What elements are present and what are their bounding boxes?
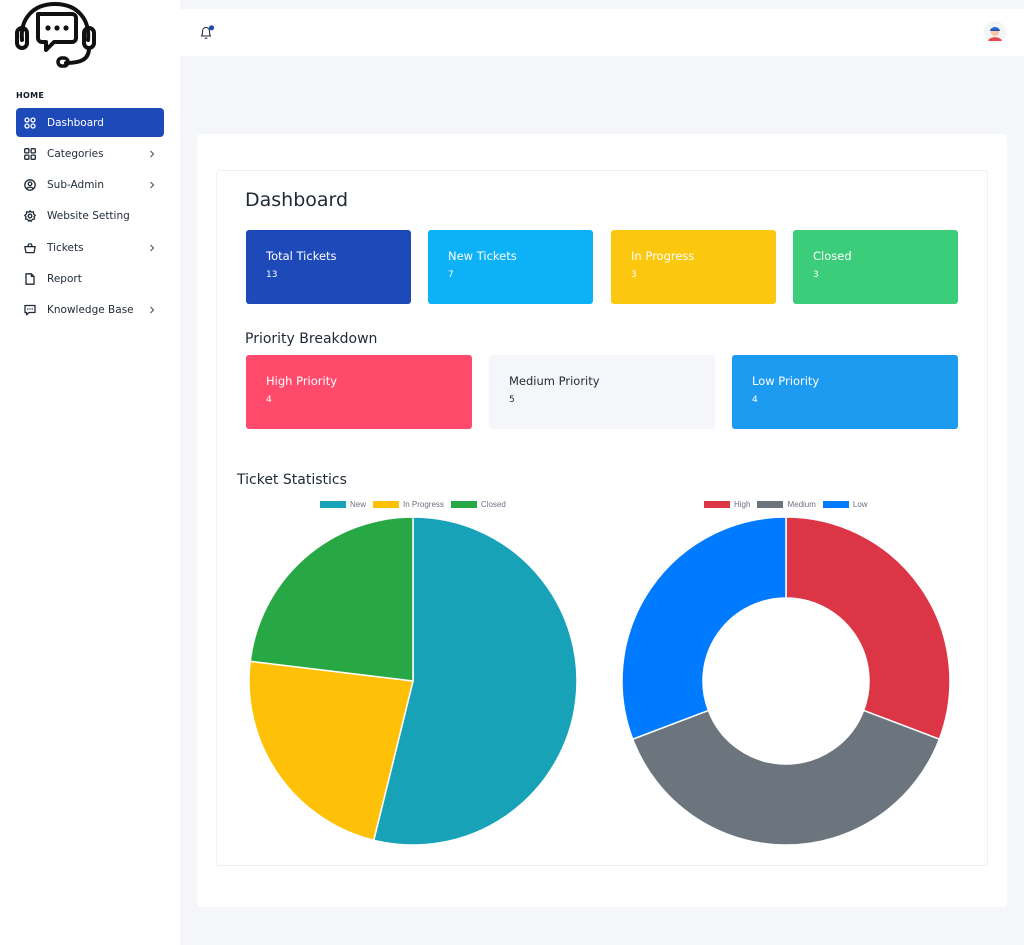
status-legend-item[interactable]: In Progress (373, 500, 444, 509)
priority-value: 5 (509, 395, 515, 405)
grid-icon (23, 147, 37, 161)
sidebar-item-categories[interactable]: Categories (16, 139, 164, 168)
stat-label: In Progress (631, 249, 695, 263)
nav-heading: HOME (16, 91, 45, 100)
stat-value: 13 (266, 270, 278, 280)
status-slice-closed[interactable] (249, 516, 414, 682)
chevron-right-icon[interactable] (147, 243, 157, 253)
sidebar-item-label: Website Setting (47, 210, 130, 223)
ticket-statistics-title: Ticket Statistics (237, 472, 347, 488)
stat-label: Closed (813, 249, 852, 263)
stat-label: New Tickets (448, 249, 517, 263)
priority-value: 4 (752, 395, 758, 405)
chevron-right-icon[interactable] (147, 180, 157, 190)
sidebar-item-knowledge-base[interactable]: Knowledge Base (16, 296, 164, 325)
priority-slice-high[interactable] (785, 516, 951, 741)
user-avatar[interactable] (984, 21, 1006, 43)
notification-bell-icon[interactable] (198, 25, 215, 41)
sidebar-item-website-setting[interactable]: Website Setting (16, 202, 164, 231)
priority-label: Low Priority (752, 374, 820, 388)
priority-legend-label: High (734, 500, 751, 509)
support-headset-logo[interactable] (14, 0, 98, 72)
closed-card[interactable]: Closed 3 (793, 230, 958, 304)
sidebar-item-label: Tickets (47, 241, 84, 254)
dashboard-icon (23, 116, 37, 130)
status-slice-new[interactable] (372, 516, 578, 846)
priority-slice-low[interactable] (621, 516, 787, 741)
chat-icon (23, 303, 37, 317)
sidebar-item-label: Dashboard (47, 116, 104, 129)
gear-icon (23, 209, 37, 223)
document-icon (23, 272, 37, 286)
sidebar-item-tickets[interactable]: Tickets (16, 233, 164, 262)
priority-legend-swatch (704, 501, 730, 508)
sidebar-item-label: Categories (47, 147, 104, 160)
high-priority-card[interactable]: High Priority 4 (246, 355, 472, 429)
status-legend-swatch (320, 501, 346, 508)
low-priority-card[interactable]: Low Priority 4 (732, 355, 958, 429)
priority-legend-swatch (822, 501, 849, 508)
total-tickets-card[interactable]: Total Tickets 13 (246, 230, 411, 304)
stat-value: 3 (631, 270, 637, 280)
sidebar-item-label: Report (47, 272, 82, 285)
sidebar: HOME Dashboard Categories Sub-Admin (0, 0, 180, 945)
stat-value: 3 (813, 270, 819, 280)
status-chart-legend: New In Progress Closed (320, 500, 513, 509)
priority-slice-medium[interactable] (631, 709, 941, 846)
priority-legend-label: Medium (787, 500, 816, 509)
priority-legend-swatch (757, 501, 784, 508)
status-legend-item[interactable]: New (320, 500, 366, 509)
priority-legend-item[interactable]: Medium (757, 500, 816, 509)
status-slice-in-progress[interactable] (248, 660, 414, 842)
user-circle-icon (23, 178, 37, 192)
sidebar-item-dashboard[interactable]: Dashboard (16, 108, 164, 137)
sidebar-item-sub-admin[interactable]: Sub-Admin (16, 171, 164, 200)
top-bar (180, 9, 1024, 56)
status-pie-chart (248, 516, 578, 846)
priority-doughnut-chart (621, 516, 951, 846)
status-legend-label: In Progress (403, 500, 444, 509)
medium-priority-card[interactable]: Medium Priority 5 (489, 355, 715, 429)
status-legend-label: New (350, 500, 367, 509)
priority-label: High Priority (266, 374, 338, 388)
sidebar-nav: Dashboard Categories Sub-Admin Websit (16, 108, 164, 327)
priority-label: Medium Priority (509, 374, 600, 388)
stat-value: 7 (448, 270, 454, 280)
chevron-right-icon[interactable] (147, 305, 157, 315)
priority-breakdown-title: Priority Breakdown (245, 331, 378, 347)
page-title: Dashboard (245, 189, 349, 211)
priority-chart-legend: High Medium Low (704, 500, 875, 509)
status-legend-swatch (373, 501, 400, 508)
in-progress-card[interactable]: In Progress 3 (611, 230, 776, 304)
priority-legend-label: Low (852, 500, 868, 509)
stat-label: Total Tickets (266, 249, 337, 263)
status-legend-item[interactable]: Closed (450, 500, 506, 509)
priority-value: 4 (266, 395, 272, 405)
chevron-right-icon[interactable] (147, 149, 157, 159)
new-tickets-card[interactable]: New Tickets 7 (428, 230, 593, 304)
status-legend-swatch (450, 501, 477, 508)
sidebar-item-label: Knowledge Base (47, 304, 134, 317)
sidebar-item-label: Sub-Admin (47, 179, 105, 192)
priority-legend-item[interactable]: High (704, 500, 750, 509)
status-legend-label: Closed (480, 500, 506, 509)
basket-icon (23, 241, 37, 255)
priority-legend-item[interactable]: Low (822, 500, 868, 509)
sidebar-item-report[interactable]: Report (16, 264, 164, 293)
